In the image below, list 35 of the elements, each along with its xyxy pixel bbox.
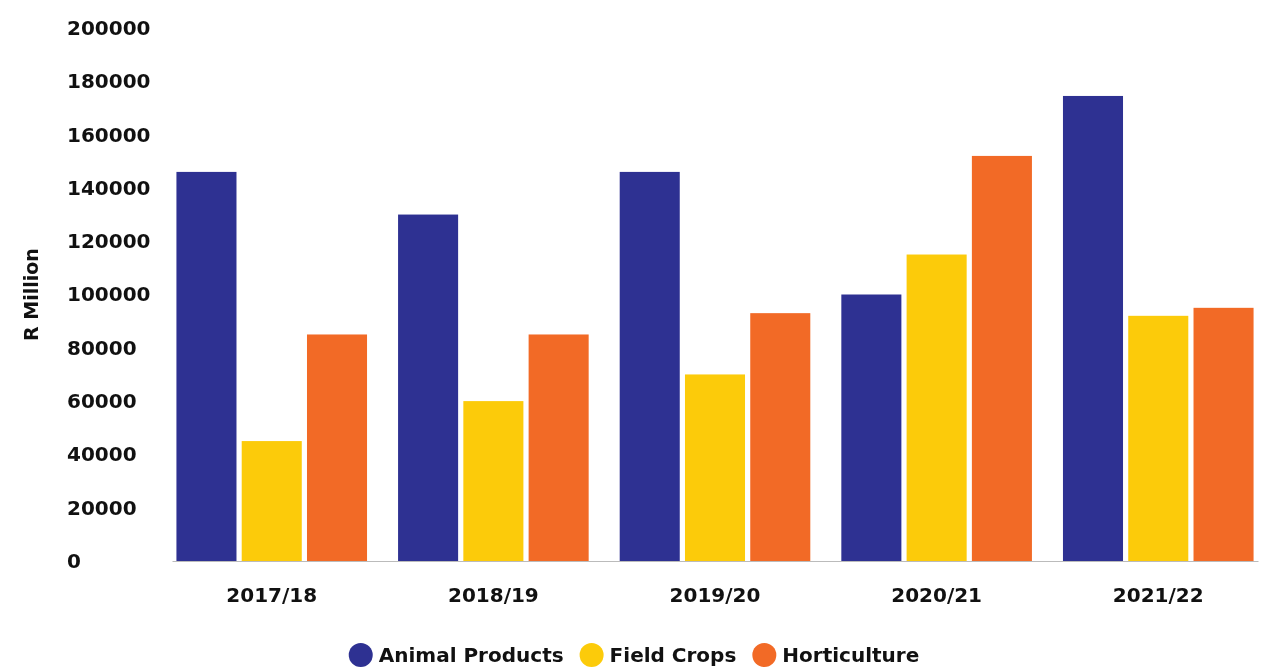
y-tick-label: 20000 <box>67 495 137 520</box>
bar <box>528 334 589 561</box>
x-tick-label: 2017/18 <box>226 583 318 607</box>
y-tick-label: 180000 <box>67 69 151 94</box>
bar <box>841 294 902 561</box>
x-tick-label: 2020/21 <box>891 583 983 607</box>
bar <box>241 441 302 561</box>
bar <box>398 214 459 561</box>
bar <box>750 313 811 561</box>
y-tick-label: 40000 <box>67 442 137 467</box>
legend-label: Horticulture <box>782 643 920 667</box>
legend-label: Field Crops <box>609 643 737 667</box>
bar <box>1128 315 1189 561</box>
bar <box>463 401 524 561</box>
x-tick-label: 2021/22 <box>1112 583 1204 607</box>
y-tick-label: 0 <box>67 548 81 573</box>
y-tick-label: 120000 <box>67 229 151 254</box>
bar <box>1062 95 1124 561</box>
y-axis-title: R Million <box>20 248 42 341</box>
y-tick-label: 160000 <box>67 122 151 147</box>
x-tick-label: 2018/19 <box>447 583 539 607</box>
y-tick-label: 140000 <box>67 175 151 200</box>
bar <box>971 155 1032 561</box>
y-tick-label: 100000 <box>67 282 151 307</box>
bar <box>1193 307 1254 561</box>
y-tick-label: 60000 <box>67 389 137 413</box>
legend-label: Animal Products <box>378 643 564 667</box>
bar <box>906 254 967 561</box>
bar <box>619 171 680 561</box>
bar <box>176 171 237 561</box>
x-tick-label: 2019/20 <box>669 583 761 607</box>
y-tick-label: 80000 <box>67 335 137 360</box>
bar <box>684 374 746 561</box>
y-tick-label: 200000 <box>67 15 151 40</box>
bar <box>306 334 368 561</box>
